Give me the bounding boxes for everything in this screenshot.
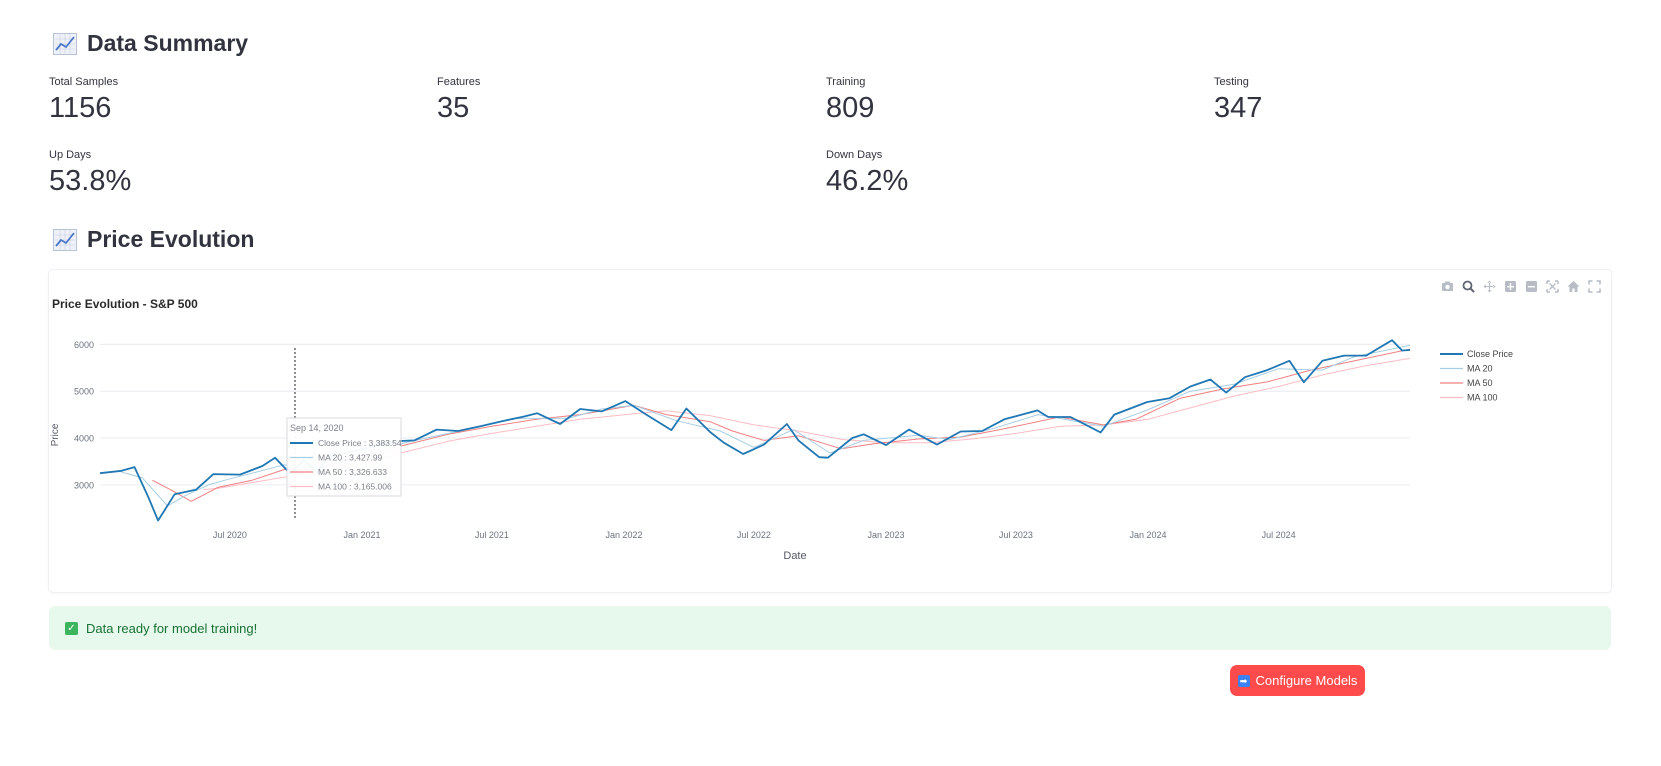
- zoom-out-icon[interactable]: [1525, 280, 1538, 293]
- legend-item[interactable]: Close Price: [1467, 349, 1513, 359]
- chart-modebar: [1441, 280, 1601, 293]
- chart-title: Price Evolution - S&P 500: [52, 297, 198, 311]
- configure-models-label: Configure Models: [1255, 673, 1358, 688]
- configure-models-button[interactable]: ➡ Configure Models: [1230, 665, 1365, 696]
- right-arrow-icon: ➡: [1237, 674, 1250, 687]
- metric-label: Up Days: [49, 149, 92, 161]
- legend-item[interactable]: MA 20: [1467, 364, 1493, 374]
- hover-row: MA 50 : 3,326.633: [318, 467, 387, 477]
- x-tick-label: Jan 2024: [1129, 530, 1166, 540]
- success-alert: ✓ Data ready for model training!: [49, 606, 1611, 650]
- reset-axes-icon[interactable]: [1567, 280, 1580, 293]
- y-tick-label: 6000: [74, 340, 94, 350]
- hover-row: MA 100 : 3,165.006: [318, 482, 392, 492]
- check-mark-icon: ✓: [65, 621, 78, 635]
- metric-label: Total Samples: [49, 76, 119, 88]
- y-tick-label: 3000: [74, 480, 94, 490]
- x-tick-label: Jul 2022: [737, 530, 771, 540]
- x-axis-title: Date: [783, 550, 806, 562]
- fullscreen-icon[interactable]: [1588, 280, 1601, 293]
- price-evolution-header: Price Evolution: [53, 226, 254, 253]
- price-evolution-title: Price Evolution: [87, 226, 255, 252]
- metric-testing: Testing 347: [1214, 76, 1262, 125]
- series-line-ma-20[interactable]: [120, 344, 1411, 507]
- autoscale-icon[interactable]: [1546, 280, 1559, 293]
- metric-value: 46.2%: [826, 165, 909, 197]
- y-tick-label: 4000: [74, 434, 94, 444]
- metric-label: Testing: [1214, 76, 1249, 88]
- metric-up-days: Up Days 53.8%: [49, 149, 131, 198]
- pan-icon[interactable]: [1483, 280, 1496, 293]
- metric-value: 35: [437, 92, 470, 124]
- data-summary-title: Data Summary: [87, 30, 249, 56]
- success-alert-text: Data ready for model training!: [86, 620, 258, 636]
- x-tick-label: Jan 2023: [867, 530, 904, 540]
- hover-row: MA 20 : 3,427.99: [318, 453, 383, 463]
- x-tick-label: Jul 2020: [213, 530, 247, 540]
- x-tick-label: Jul 2021: [475, 530, 509, 540]
- metric-value: 347: [1214, 92, 1263, 124]
- metric-down-days: Down Days 46.2%: [826, 149, 908, 198]
- chart-increasing-icon: [53, 32, 77, 55]
- price-chart[interactable]: Price Evolution - S&P 500 3000 4000 5000 60…: [49, 270, 1611, 592]
- legend-item[interactable]: MA 50: [1467, 378, 1493, 388]
- metric-value: 1156: [49, 92, 112, 124]
- x-tick-label: Jan 2021: [343, 530, 380, 540]
- metric-value: 53.8%: [49, 165, 132, 197]
- camera-icon[interactable]: [1441, 280, 1454, 293]
- zoom-icon[interactable]: [1462, 280, 1475, 293]
- x-tick-label: Jul 2024: [1262, 530, 1296, 540]
- series-line-close-price[interactable]: [99, 339, 1411, 522]
- metric-value: 809: [826, 92, 875, 124]
- hover-date: Sep 14, 2020: [290, 423, 344, 433]
- data-summary-header: Data Summary: [53, 30, 248, 57]
- x-tick-label: Jul 2023: [999, 530, 1033, 540]
- metric-label: Features: [437, 76, 481, 88]
- hover-tooltip: [286, 417, 402, 497]
- metric-label: Down Days: [826, 149, 883, 161]
- x-tick-label: Jan 2022: [605, 530, 642, 540]
- y-axis-title: Price: [50, 423, 61, 446]
- metric-training: Training 809: [826, 76, 874, 125]
- price-chart-card[interactable]: Price Evolution - S&P 500 3000 4000 5000 60…: [49, 270, 1611, 592]
- y-tick-label: 5000: [74, 387, 94, 397]
- metric-label: Training: [826, 76, 866, 88]
- zoom-in-icon[interactable]: [1504, 280, 1517, 293]
- metric-total-samples: Total Samples 1156: [49, 76, 118, 125]
- chart-increasing-icon: [53, 228, 77, 251]
- hover-row: Close Price : 3,383.54: [318, 438, 402, 448]
- metric-features: Features 35: [437, 76, 480, 125]
- legend-item[interactable]: MA 100: [1467, 393, 1498, 403]
